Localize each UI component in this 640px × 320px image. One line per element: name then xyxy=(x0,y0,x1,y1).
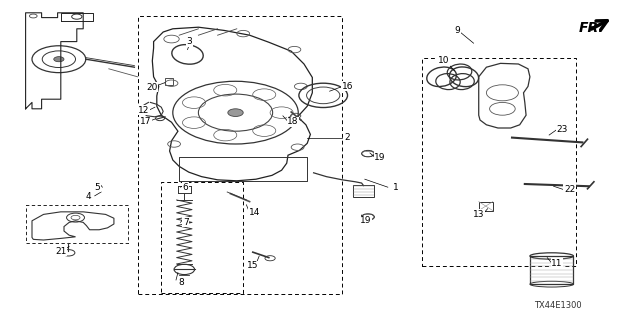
Text: 11: 11 xyxy=(551,259,563,268)
Text: 8: 8 xyxy=(179,278,184,287)
Bar xyxy=(165,78,173,85)
Text: 17: 17 xyxy=(140,117,152,126)
Text: 20: 20 xyxy=(146,83,157,92)
Text: 5: 5 xyxy=(95,183,100,192)
Text: 19: 19 xyxy=(374,153,386,162)
Text: 4: 4 xyxy=(86,192,91,201)
Text: TX44E1300: TX44E1300 xyxy=(534,301,582,310)
Text: 1: 1 xyxy=(393,183,398,192)
Text: 7: 7 xyxy=(183,218,188,227)
Text: 21: 21 xyxy=(55,247,67,256)
Text: 3: 3 xyxy=(187,37,192,46)
Text: 12: 12 xyxy=(138,106,150,115)
Bar xyxy=(353,185,374,197)
Text: 16: 16 xyxy=(342,82,353,91)
Text: 23: 23 xyxy=(556,125,568,134)
Text: 2: 2 xyxy=(345,133,350,142)
Text: 6: 6 xyxy=(183,183,188,192)
Text: 9: 9 xyxy=(455,26,460,35)
Circle shape xyxy=(54,57,64,62)
Text: 22: 22 xyxy=(564,185,575,194)
Text: 13: 13 xyxy=(473,210,484,219)
Text: 14: 14 xyxy=(249,208,260,217)
Text: 15: 15 xyxy=(247,261,259,270)
Text: FR.: FR. xyxy=(579,21,605,35)
Text: 19: 19 xyxy=(360,216,372,225)
Text: 18: 18 xyxy=(287,117,299,126)
Circle shape xyxy=(228,109,243,116)
Bar xyxy=(530,256,573,284)
Bar xyxy=(479,202,493,211)
Text: 10: 10 xyxy=(438,56,449,65)
